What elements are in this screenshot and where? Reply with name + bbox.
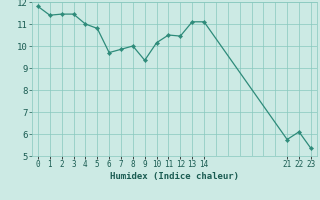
- X-axis label: Humidex (Indice chaleur): Humidex (Indice chaleur): [110, 172, 239, 181]
